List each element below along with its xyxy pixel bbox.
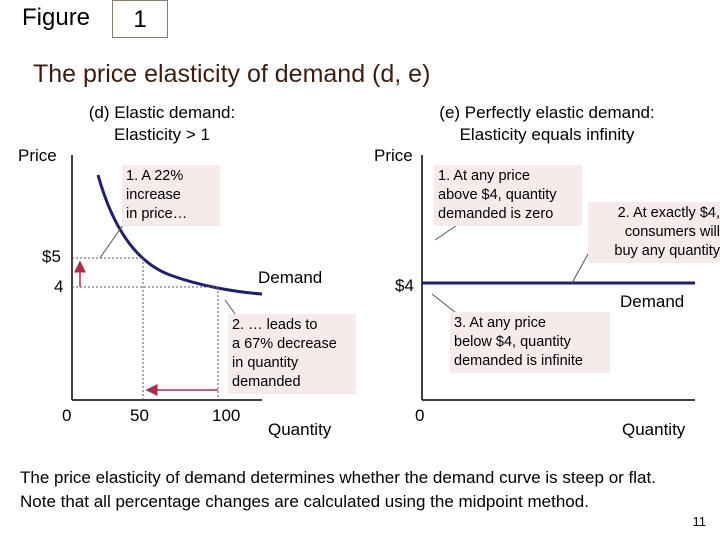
panel-e-note-3-line: below $4, quantity — [454, 334, 571, 350]
panel-e-price-level: $4 — [395, 276, 414, 295]
panel-d-curve-label: Demand — [258, 268, 323, 287]
panel-d-note-2: 2. … leads to a 67% decrease in quantity… — [228, 314, 356, 394]
panel-e-note-1: 1. At any price above $4, quantity deman… — [434, 165, 582, 226]
panel-d-qty-high: 100 — [212, 406, 241, 425]
panel-e-x-axis-label: Quantity — [622, 420, 686, 439]
panel-e-note-3-line: demanded is infinite — [454, 353, 583, 369]
panel-e-y-axis-label: Price — [374, 146, 413, 165]
page-number: 11 — [692, 514, 707, 529]
panel-d-price-low: 4 — [54, 277, 64, 296]
slide-title: The price elasticity of demand (d, e) — [33, 60, 431, 88]
figure-number: 1 — [112, 0, 168, 38]
panel-d-note-1-line: in price… — [126, 206, 188, 222]
panel-d-note-2-line: demanded — [232, 374, 301, 390]
panel-e-qty-zero: 0 — [415, 406, 425, 425]
panel-e-note-2-line: consumers will — [624, 224, 720, 240]
footer-line-2: Note that all percentage changes are cal… — [20, 492, 589, 511]
panel-d-note-1: 1. A 22% increase in price… — [122, 165, 220, 226]
panel-d-heading: (d) Elastic demand: Elasticity > 1 — [62, 102, 262, 146]
panel-d-heading-line1: (d) Elastic demand: — [88, 103, 236, 122]
panel-e-note-1-line: demanded is zero — [438, 206, 554, 222]
panel-e-note-2-line: buy any quantity — [614, 243, 720, 259]
panel-d-x-axis-label: Quantity — [268, 420, 332, 439]
panel-d-note-1-line: 1. A 22% — [126, 168, 184, 184]
panel-e-heading: (e) Perfectly elastic demand: Elasticity… — [412, 102, 682, 146]
panel-d-note-2-line: in quantity — [232, 355, 299, 371]
panel-e-note-1-line: above $4, quantity — [438, 187, 557, 203]
panel-d-note-2-line: 2. … leads to — [232, 317, 318, 333]
footer-line-1: The price elasticity of demand determine… — [20, 468, 656, 487]
panel-d-price-high: $5 — [42, 247, 61, 266]
panel-d-qty-zero: 0 — [62, 406, 72, 425]
panel-d-y-axis-label: Price — [18, 146, 57, 165]
panel-e-note-2-line: 2. At exactly $4, — [617, 205, 720, 221]
panel-e-note-3-line: 3. At any price — [454, 315, 546, 331]
panel-d-note-2-line: a 67% decrease — [232, 336, 337, 352]
panel-e-note-2: 2. At exactly $4, consumers will buy any… — [588, 202, 720, 263]
panel-e-heading-line1: (e) Perfectly elastic demand: — [439, 103, 655, 122]
panel-d-note-1-line: increase — [126, 187, 181, 203]
panel-d-demand-curve — [96, 174, 263, 296]
panel-e-curve-label: Demand — [620, 292, 685, 311]
panel-d-heading-line2: Elasticity > 1 — [114, 125, 210, 144]
figure-label: Figure — [22, 4, 91, 31]
footer-text: The price elasticity of demand determine… — [20, 466, 656, 514]
panel-d-qty-low: 50 — [130, 406, 149, 425]
panel-e-note-3: 3. At any price below $4, quantity deman… — [450, 312, 610, 373]
panel-e-note-1-line: 1. At any price — [438, 168, 530, 184]
panel-d-note1-pointer — [99, 221, 126, 259]
panel-e-heading-line2: Elasticity equals infinity — [459, 125, 635, 144]
